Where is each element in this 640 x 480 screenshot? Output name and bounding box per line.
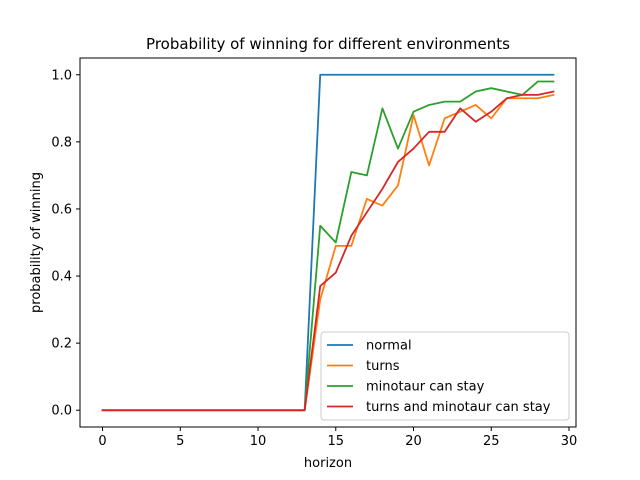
y-axis-ticks: 0.0 0.2 0.4 0.6 0.8 1.0	[51, 68, 80, 419]
legend-label: minotaur can stay	[366, 380, 485, 395]
axes-frame	[79, 57, 577, 428]
legend-label: turns	[366, 359, 400, 374]
x-tick-label: 30	[561, 434, 578, 449]
y-tick-label: 0.8	[51, 135, 72, 150]
chart-title: Probability of winning for different env…	[146, 35, 510, 53]
y-tick-label: 0.4	[51, 270, 72, 285]
y-tick-label: 0.6	[51, 202, 72, 217]
x-tick-label: 0	[98, 434, 106, 449]
x-tick-label: 15	[328, 434, 345, 449]
legend-box	[320, 331, 570, 421]
x-tick-label: 20	[405, 434, 422, 449]
legend-label: normal	[366, 339, 412, 354]
x-axis-label: horizon	[304, 456, 352, 471]
series-layer	[101, 73, 555, 412]
y-axis-label: probability of winning	[29, 172, 44, 313]
x-tick-label: 10	[250, 434, 267, 449]
legend: normal turns minotaur can stay turns and mi…	[320, 331, 570, 421]
x-tick-label: 25	[483, 434, 500, 449]
legend-label: turns and minotaur can stay	[366, 400, 551, 415]
x-tick-label: 5	[176, 434, 184, 449]
y-tick-label: 1.0	[51, 68, 72, 83]
series-line-turns-and-minotaur-can-stay	[101, 90, 555, 412]
y-tick-label: 0.2	[51, 337, 72, 352]
y-tick-label: 0.0	[51, 404, 72, 419]
x-axis-ticks: 0 5 10 15 20 25 30	[98, 427, 577, 449]
